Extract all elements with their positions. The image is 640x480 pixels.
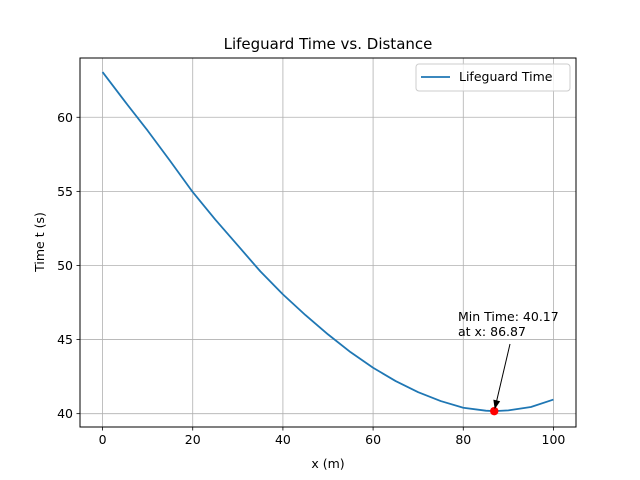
annotation-line-2: at x: 86.87	[458, 324, 526, 339]
y-axis: 40 45 50 55 60	[57, 110, 80, 421]
y-tick-label: 45	[57, 332, 73, 347]
grid	[80, 58, 576, 427]
annotation-arrow-head	[493, 399, 501, 410]
y-tick-label: 40	[57, 406, 73, 421]
x-axis-label: x (m)	[311, 456, 344, 471]
x-tick-label: 40	[275, 432, 291, 447]
x-axis: 0 20 40 60 80 100	[99, 427, 566, 447]
min-point-marker	[490, 406, 499, 416]
series-layer	[101, 71, 554, 416]
x-tick-label: 20	[185, 432, 201, 447]
x-tick-label: 60	[365, 432, 381, 447]
x-tick-label: 0	[99, 432, 107, 447]
x-tick-label: 80	[455, 432, 471, 447]
y-tick-label: 60	[57, 110, 73, 125]
plot-frame	[79, 57, 577, 428]
legend-label: Lifeguard Time	[459, 69, 553, 84]
annotation: Min Time: 40.17 at x: 86.87	[458, 309, 559, 410]
series-line	[101, 71, 554, 413]
legend: Lifeguard Time	[415, 63, 571, 92]
x-tick-label: 100	[542, 432, 566, 447]
y-tick-label: 50	[57, 258, 73, 273]
y-tick-label: 55	[57, 184, 73, 199]
y-axis-label: Time t (s)	[32, 212, 47, 273]
chart-title: Lifeguard Time vs. Distance	[224, 35, 433, 53]
annotation-line-1: Min Time: 40.17	[458, 309, 559, 324]
legend-box	[415, 63, 571, 92]
annotation-arrow-shaft	[495, 343, 511, 403]
